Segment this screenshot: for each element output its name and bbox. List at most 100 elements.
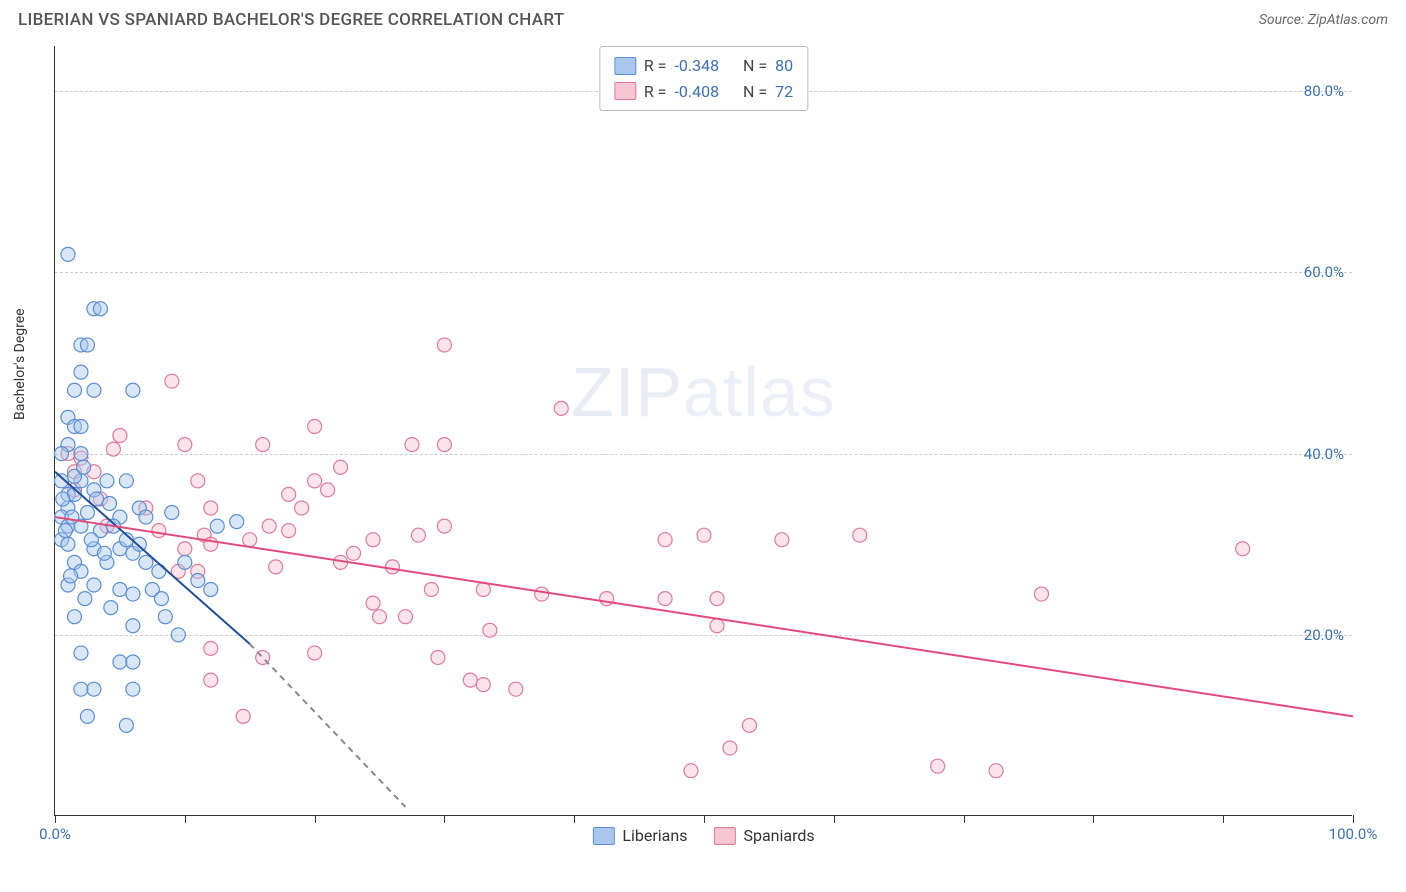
data-point [269, 560, 283, 574]
data-point [56, 492, 70, 506]
data-point [1236, 542, 1250, 556]
data-point [230, 515, 244, 529]
data-point [67, 610, 81, 624]
data-point [171, 628, 185, 642]
data-point [74, 646, 88, 660]
data-point [210, 519, 224, 533]
data-point [97, 546, 111, 560]
data-point [282, 487, 296, 501]
data-point [554, 401, 568, 415]
data-point [204, 501, 218, 515]
data-point [67, 383, 81, 397]
chart-plot-area: ZIPatlas 20.0%40.0%60.0%80.0% 0.0%100.0%… [54, 46, 1352, 816]
data-point [204, 641, 218, 655]
scatter-plot-svg [55, 46, 1352, 815]
data-point [113, 583, 127, 597]
r-label: R = [644, 79, 667, 105]
trend-line [250, 644, 406, 807]
n-label: N = [743, 53, 767, 79]
data-point [87, 383, 101, 397]
data-point [74, 682, 88, 696]
data-point [119, 474, 133, 488]
data-point [373, 610, 387, 624]
legend-item-spaniards: Spaniards [713, 826, 814, 845]
x-tick [704, 815, 705, 823]
data-point [282, 524, 296, 538]
data-point [334, 460, 348, 474]
data-point [535, 587, 549, 601]
data-point [113, 429, 127, 443]
data-point [191, 573, 205, 587]
x-tick [1353, 815, 1354, 823]
legend-series: Liberians Spaniards [592, 826, 814, 845]
data-point [295, 501, 309, 515]
data-point [243, 533, 257, 547]
data-point [437, 338, 451, 352]
data-point [77, 460, 91, 474]
data-point [509, 682, 523, 696]
data-point [347, 546, 361, 560]
data-point [723, 741, 737, 755]
data-point [87, 682, 101, 696]
data-point [256, 438, 270, 452]
legend-swatch-spaniards [614, 82, 636, 100]
legend-swatch-liberians [614, 57, 636, 75]
chart-title: LIBERIAN VS SPANIARD BACHELOR'S DEGREE C… [18, 10, 564, 30]
legend-item-liberians: Liberians [592, 826, 687, 845]
x-tick [1093, 815, 1094, 823]
data-point [58, 524, 72, 538]
data-point [61, 247, 75, 261]
data-point [165, 374, 179, 388]
data-point [191, 474, 205, 488]
data-point [775, 533, 789, 547]
legend-swatch-liberians [592, 827, 614, 845]
data-point [126, 619, 140, 633]
data-point [437, 438, 451, 452]
data-point [139, 510, 153, 524]
trend-line [55, 472, 250, 644]
data-point [989, 764, 1003, 778]
data-point [119, 718, 133, 732]
n-value-spaniards: 72 [775, 79, 793, 105]
data-point [366, 596, 380, 610]
data-point [152, 524, 166, 538]
data-point [483, 623, 497, 637]
data-point [165, 506, 179, 520]
data-point [308, 474, 322, 488]
n-value-liberians: 80 [775, 53, 793, 79]
data-point [64, 569, 78, 583]
data-point [262, 519, 276, 533]
x-tick [574, 815, 575, 823]
data-point [697, 528, 711, 542]
data-point [321, 483, 335, 497]
data-point [78, 592, 92, 606]
x-tick [185, 815, 186, 823]
x-tick-label: 0.0% [39, 825, 71, 843]
data-point [126, 587, 140, 601]
source-attribution: Source: ZipAtlas.com [1259, 12, 1388, 28]
data-point [308, 646, 322, 660]
data-point [411, 528, 425, 542]
data-point [463, 673, 477, 687]
x-tick [55, 815, 56, 823]
data-point [1034, 587, 1048, 601]
data-point [74, 447, 88, 461]
data-point [385, 560, 399, 574]
data-point [80, 709, 94, 723]
data-point [74, 419, 88, 433]
data-point [132, 537, 146, 551]
data-point [308, 419, 322, 433]
legend-row-spaniards: R = -0.408 N = 72 [614, 79, 793, 105]
data-point [104, 601, 118, 615]
data-point [61, 537, 75, 551]
data-point [54, 447, 68, 461]
x-tick [315, 815, 316, 823]
data-point [93, 302, 107, 316]
data-point [204, 583, 218, 597]
data-point [106, 442, 120, 456]
trend-line [55, 517, 1353, 716]
data-point [178, 542, 192, 556]
data-point [204, 673, 218, 687]
data-point [158, 610, 172, 624]
data-point [684, 764, 698, 778]
